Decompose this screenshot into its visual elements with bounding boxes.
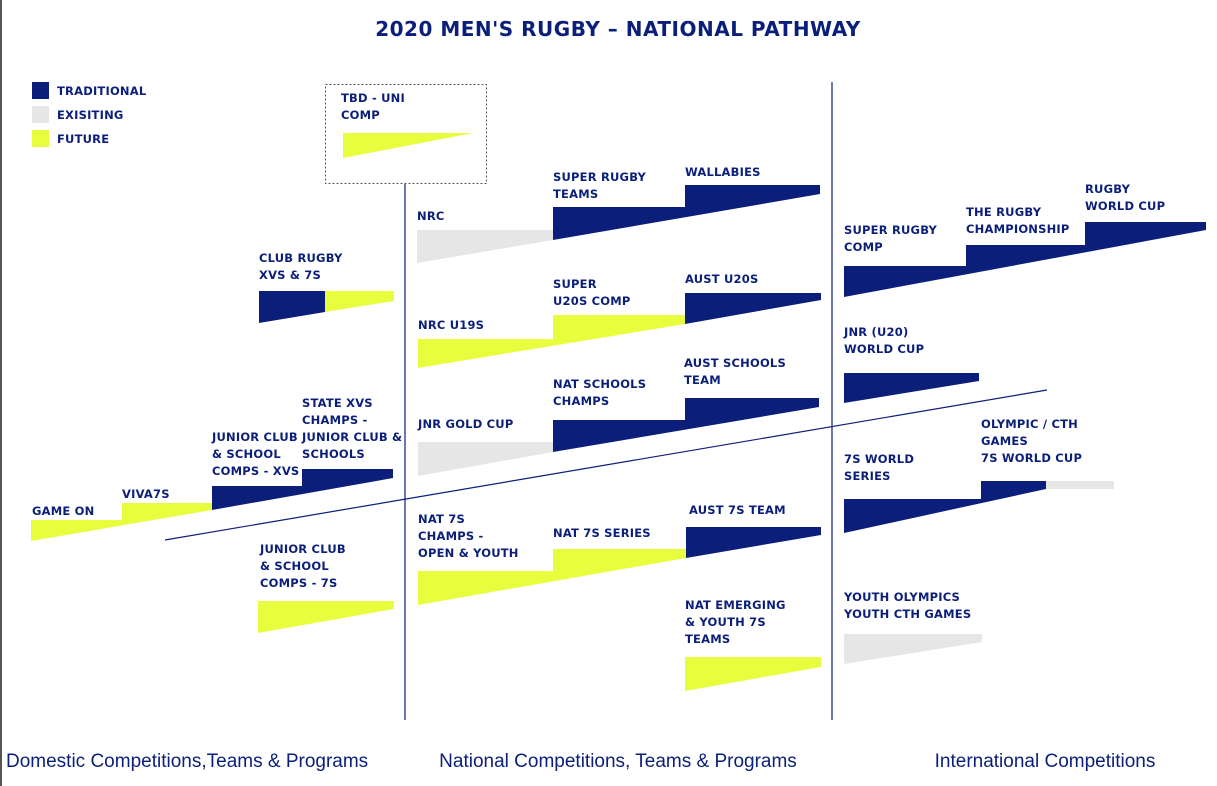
wedge-aust-u20s [685,293,821,324]
left-border [0,0,2,786]
footer-national: National Competitions, Teams & Programs [439,751,797,772]
wedge-junior-club-7s [258,601,394,633]
legend-label-future: FUTURE [57,132,109,146]
label-7s-world-series: 7S WORLD SERIES [844,452,918,483]
label-aust-u20s: AUST U20S [685,272,758,286]
label-jnr-gold-cup: JNR GOLD CUP [417,417,513,431]
xvs-7s-divider-line [164,389,1048,541]
label-nat-7s-champs: NAT 7S CHAMPS - OPEN & YOUTH [418,512,519,560]
wedge-jnr-world-cup [844,373,979,403]
label-super-rugby-comp: SUPER RUGBY COMP [844,223,941,254]
label-olympic-cth: OLYMPIC / CTH GAMES 7S WORLD CUP [981,417,1082,465]
label-nat-schools: NAT SCHOOLS CHAMPS [553,377,650,408]
wedge-club-rugby-traditional [259,291,325,323]
footer-international: International Competitions [935,751,1156,772]
wedge-tbd-uni [343,133,473,158]
label-rugby-world-cup: RUGBY WORLD CUP [1085,182,1165,213]
wedge-super-rugby-wallabies [553,185,820,240]
label-jnr-world-cup: JNR (U20) WORLD CUP [843,325,924,356]
legend-label-existing: EXISITING [57,108,124,122]
label-junior-club-7s: JUNIOR CLUB & SCHOOL COMPS - 7S [259,542,350,590]
wedge-olympic-existing [1046,481,1114,489]
wedge-game-on-viva7s [31,503,212,541]
wedge-nat-emerging [685,657,821,691]
label-aust-7s-team: AUST 7S TEAM [689,503,786,517]
label-youth-olympics: YOUTH OLYMPICS YOUTH CTH GAMES [843,590,971,621]
label-aust-schools: AUST SCHOOLS TEAM [684,356,790,387]
tbd-uni-box [325,84,487,184]
legend-label-traditional: TRADITIONAL [57,84,147,98]
wedge-7s-world-series-olympic [844,481,1046,533]
label-nrc-u19s: NRC U19S [418,318,484,332]
label-club-rugby: CLUB RUGBY XVS & 7S [259,251,347,282]
label-wallabies: WALLABIES [685,165,761,179]
footer-domestic: Domestic Competitions,Teams & Programs [6,751,368,772]
legend-swatch-existing [32,106,49,123]
wedge-aust-7s-team [686,527,821,558]
label-super-rugby-teams: SUPER RUGBY TEAMS [553,170,650,201]
wedge-nat-7s-future [418,549,686,605]
wedge-nrc [417,230,553,263]
wedge-u19-u20-future [418,315,685,368]
diagram-title: 2020 MEN'S RUGBY – NATIONAL PATHWAY [375,17,861,41]
wedge-club-rugby-future [325,291,394,312]
wedge-jnr-gold-cup [418,442,553,476]
label-rugby-championship: THE RUGBY CHAMPIONSHIP [966,205,1070,236]
label-viva7s: VIVA7S [122,487,170,501]
label-junior-club-xvs: JUNIOR CLUB & SCHOOL COMPS - XVS [211,430,302,478]
label-nat-7s-series: NAT 7S SERIES [553,526,651,540]
legend-swatch-future [32,130,49,147]
label-state-xvs: STATE XVS CHAMPS - JUNIOR CLUB & SCHOOLS [301,396,406,461]
legend-swatch-traditional [32,82,49,99]
item-labels: TBD - UNI COMP NRC SUPER RUGBY TEAMS WAL… [32,91,1165,646]
label-nrc: NRC [417,209,445,223]
label-super-u20s: SUPER U20S COMP [553,277,631,308]
label-nat-emerging: NAT EMERGING & YOUTH 7S TEAMS [685,598,790,646]
wedge-international-xvs [844,222,1206,297]
label-tbd-uni: TBD - UNI COMP [341,91,409,122]
wedge-schools [553,398,819,452]
wedge-youth-olympics [844,634,982,664]
wedge-junior-state-xvs [212,469,393,510]
legend: TRADITIONAL EXISITING FUTURE [32,82,147,147]
label-game-on: GAME ON [32,504,94,518]
